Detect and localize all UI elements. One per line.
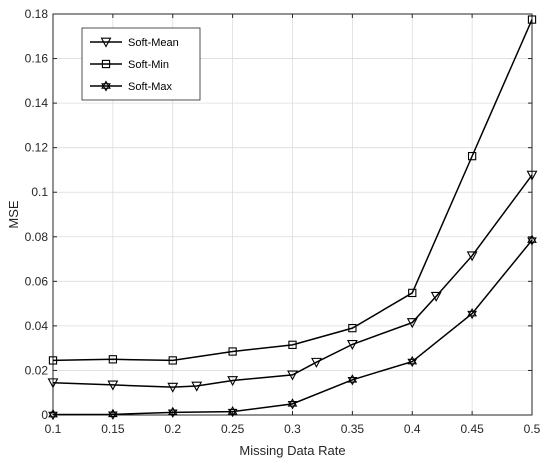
data-point-soft-min: [467, 151, 477, 161]
star-up-triangle: [467, 308, 477, 317]
star-up-triangle: [227, 406, 238, 415]
y-tick-label: 0.12: [25, 141, 49, 155]
x-tick-label: 0.35: [341, 422, 365, 436]
data-point-soft-mean: [406, 318, 418, 329]
data-point-soft-min: [288, 340, 297, 349]
legend-marker: [101, 80, 111, 92]
x-tick-label: 0.15: [101, 422, 125, 436]
star-down-triangle: [108, 411, 118, 420]
series-soft-min: [48, 15, 537, 365]
series-layer: [47, 15, 538, 421]
data-point-soft-mean: [287, 370, 298, 381]
data-point-soft-mean: [191, 381, 203, 392]
data-point-soft-mean: [107, 380, 119, 391]
data-point-soft-mean: [466, 251, 478, 262]
y-tick-label: 0.06: [25, 274, 49, 288]
y-tick-label: 0.1: [31, 185, 48, 199]
star-down-triangle: [467, 310, 477, 320]
star-up-triangle: [287, 398, 298, 407]
star-down-triangle: [527, 237, 537, 246]
data-point-soft-max: [467, 308, 477, 320]
star-up-triangle: [108, 408, 118, 418]
legend-item-soft-max: Soft-Max: [90, 80, 173, 93]
data-point-soft-max: [287, 398, 298, 410]
legend-item-soft-mean: Soft-Mean: [90, 37, 179, 49]
x-tick-label: 0.3: [284, 422, 301, 436]
data-point-soft-min: [168, 356, 177, 365]
data-point-soft-max: [347, 374, 358, 386]
series-line-soft-mean: [52, 174, 533, 388]
star-down-triangle: [227, 408, 238, 418]
series-line-soft-max: [52, 239, 533, 416]
data-point-soft-min: [108, 355, 118, 364]
y-tick-label: 0: [41, 408, 48, 422]
x-tick-label: 0.1: [45, 422, 62, 436]
data-point-soft-max: [227, 406, 238, 418]
star-down-triangle: [407, 358, 418, 368]
star-down-triangle: [48, 411, 58, 421]
legend: Soft-Mean Soft-Min Soft-Max: [81, 27, 201, 101]
y-tick-label: 0.18: [25, 7, 49, 21]
x-tick-label: 0.5: [524, 422, 541, 436]
star-up-triangle: [347, 374, 358, 383]
data-point-soft-min: [48, 356, 58, 365]
data-point-soft-min: [348, 323, 357, 333]
legend-label: Soft-Min: [128, 59, 169, 71]
star-up-triangle: [48, 408, 58, 418]
legend-label: Soft-Max: [128, 81, 173, 93]
star-down-triangle: [287, 401, 298, 410]
data-point-soft-mean: [311, 357, 322, 368]
data-point-soft-mean: [430, 291, 442, 302]
data-point-soft-min: [527, 15, 537, 24]
y-tick-label: 0.16: [25, 52, 49, 66]
legend-marker: [101, 59, 111, 69]
data-point-soft-mean: [526, 170, 538, 181]
data-point-soft-max: [407, 355, 418, 368]
legend-item-soft-min: Soft-Min: [90, 59, 169, 71]
data-point-soft-mean: [346, 340, 358, 351]
data-point-soft-mean: [47, 378, 59, 389]
data-point-soft-mean: [167, 382, 179, 393]
series-soft-mean: [47, 170, 538, 393]
data-point-soft-max: [108, 408, 118, 420]
grid-layer: [53, 14, 532, 415]
series-soft-max: [48, 234, 537, 421]
x-tick-label: 0.2: [164, 422, 181, 436]
tick-layer: 0.1 0.15 0.2 0.25 0.3 0.35 0.4 0.45 0.5 0 0.02 0.04…: [25, 7, 541, 436]
star-up-triangle: [167, 406, 178, 416]
data-point-soft-min: [228, 347, 237, 356]
y-tick-label: 0.08: [25, 230, 49, 244]
star-down-triangle: [347, 377, 358, 386]
x-tick-label: 0.25: [221, 422, 245, 436]
x-tick-label: 0.4: [404, 422, 421, 436]
data-point-soft-max: [527, 234, 537, 246]
y-tick-label: 0.14: [25, 96, 49, 110]
legend-label: Soft-Mean: [128, 37, 179, 49]
y-axis-title: MSE: [6, 200, 21, 229]
x-tick-label: 0.45: [460, 422, 484, 436]
star-up-triangle: [101, 80, 111, 89]
star-up-triangle: [407, 355, 418, 365]
legend-marker: [100, 37, 112, 48]
star-up-triangle: [527, 234, 537, 243]
star-down-triangle: [167, 409, 178, 418]
x-axis-title: Missing Data Rate: [239, 443, 345, 458]
star-down-triangle: [101, 83, 111, 92]
data-point-soft-mean: [227, 376, 239, 387]
data-point-soft-max: [167, 406, 178, 418]
y-tick-label: 0.04: [25, 319, 49, 333]
data-point-soft-max: [48, 408, 58, 421]
series-line-soft-min: [52, 19, 533, 362]
y-tick-label: 0.02: [25, 363, 49, 377]
data-point-soft-min: [408, 288, 417, 298]
